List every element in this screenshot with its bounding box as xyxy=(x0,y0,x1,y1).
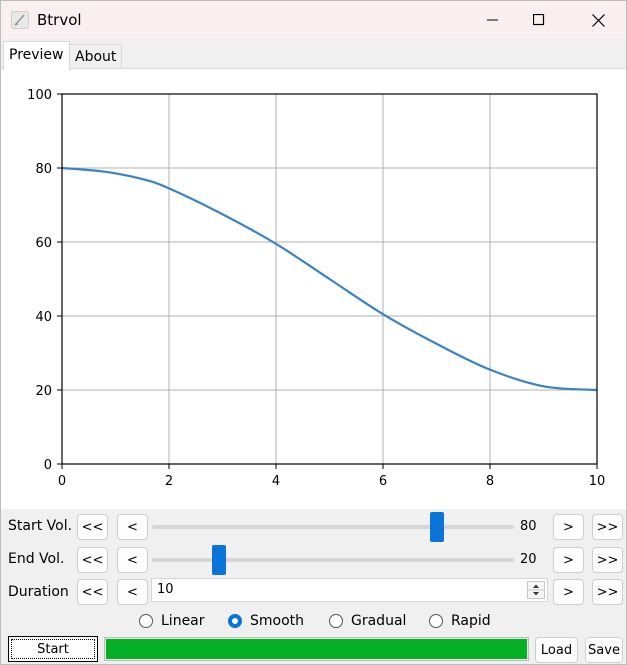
close-button[interactable] xyxy=(575,1,621,39)
radio-linear-indicator[interactable] xyxy=(139,614,153,628)
minimize-button[interactable] xyxy=(470,1,516,39)
end-vol-back-button[interactable]: < xyxy=(117,547,148,573)
radio-linear[interactable]: Linear xyxy=(139,612,205,630)
y-tick-label: 40 xyxy=(35,310,52,325)
x-tick-label: 0 xyxy=(58,474,66,489)
end-vol-value: 20 xyxy=(520,552,537,567)
save-button[interactable]: Save xyxy=(585,637,623,663)
y-tick-label: 20 xyxy=(35,384,52,399)
duration-fast-fwd-button[interactable]: >> xyxy=(592,579,623,605)
maximize-icon xyxy=(533,14,545,26)
duration-fwd-button[interactable]: > xyxy=(553,579,584,605)
window-title: Btrvol xyxy=(37,11,82,29)
start-vol-label: Start Vol. xyxy=(8,518,73,534)
tab-preview[interactable]: Preview xyxy=(3,41,70,70)
radio-gradual-indicator[interactable] xyxy=(329,614,343,628)
start-button[interactable]: Start xyxy=(8,636,98,662)
end-vol-fast-fwd-button[interactable]: >> xyxy=(592,547,623,573)
start-vol-fwd-button[interactable]: > xyxy=(553,514,584,540)
duration-spin-arrows-icon[interactable] xyxy=(527,581,545,599)
progress-bar-fill xyxy=(106,639,527,659)
plot-frame xyxy=(61,93,598,465)
radio-gradual[interactable]: Gradual xyxy=(329,612,406,630)
x-tick-label: 6 xyxy=(379,474,387,489)
x-tick-label: 4 xyxy=(272,474,280,489)
end-vol-label: End Vol. xyxy=(8,551,65,567)
duration-label: Duration xyxy=(8,584,69,600)
preview-panel: 0 2 4 6 8 10 0 20 40 60 80 100 xyxy=(1,68,626,509)
radio-rapid-indicator[interactable] xyxy=(429,614,443,628)
end-vol-fast-back-button[interactable]: << xyxy=(77,547,108,573)
end-vol-slider-thumb[interactable] xyxy=(212,545,227,575)
y-tick-label: 0 xyxy=(44,458,52,473)
series-line-0 xyxy=(61,166,598,392)
x-tick-label: 2 xyxy=(165,474,173,489)
close-icon xyxy=(591,13,605,27)
title-bar: Btrvol xyxy=(1,1,626,39)
radio-smooth-label: Smooth xyxy=(250,613,305,629)
y-tick-label: 60 xyxy=(35,236,52,251)
x-tick-label: 8 xyxy=(486,474,494,489)
maximize-button[interactable] xyxy=(516,1,562,39)
minimize-icon xyxy=(487,19,498,21)
duration-input[interactable]: 10 xyxy=(151,578,548,602)
radio-rapid[interactable]: Rapid xyxy=(429,612,491,630)
start-vol-fast-back-button[interactable]: << xyxy=(77,514,108,540)
start-vol-fast-fwd-button[interactable]: >> xyxy=(592,514,623,540)
x-tick-label: 10 xyxy=(589,474,606,489)
tab-bar: Preview About xyxy=(1,41,626,70)
y-tick-label: 80 xyxy=(35,162,52,177)
end-vol-fwd-button[interactable]: > xyxy=(553,547,584,573)
radio-linear-label: Linear xyxy=(161,613,205,629)
radio-smooth-indicator[interactable] xyxy=(228,614,242,628)
end-vol-slider-track[interactable] xyxy=(152,558,514,562)
progress-bar xyxy=(104,637,529,661)
load-button[interactable]: Load xyxy=(535,637,578,663)
start-vol-slider-track[interactable] xyxy=(152,525,514,529)
app-icon xyxy=(11,11,29,29)
start-vol-slider-thumb[interactable] xyxy=(429,512,444,542)
y-tick-label: 100 xyxy=(27,88,52,103)
tab-about[interactable]: About xyxy=(69,44,123,69)
duration-fast-back-button[interactable]: << xyxy=(77,579,108,605)
duration-back-button[interactable]: < xyxy=(117,579,148,605)
radio-gradual-label: Gradual xyxy=(351,613,407,629)
radio-rapid-label: Rapid xyxy=(451,613,491,629)
start-vol-value: 80 xyxy=(520,519,537,534)
radio-smooth[interactable]: Smooth xyxy=(228,612,304,630)
start-vol-back-button[interactable]: < xyxy=(117,514,148,540)
